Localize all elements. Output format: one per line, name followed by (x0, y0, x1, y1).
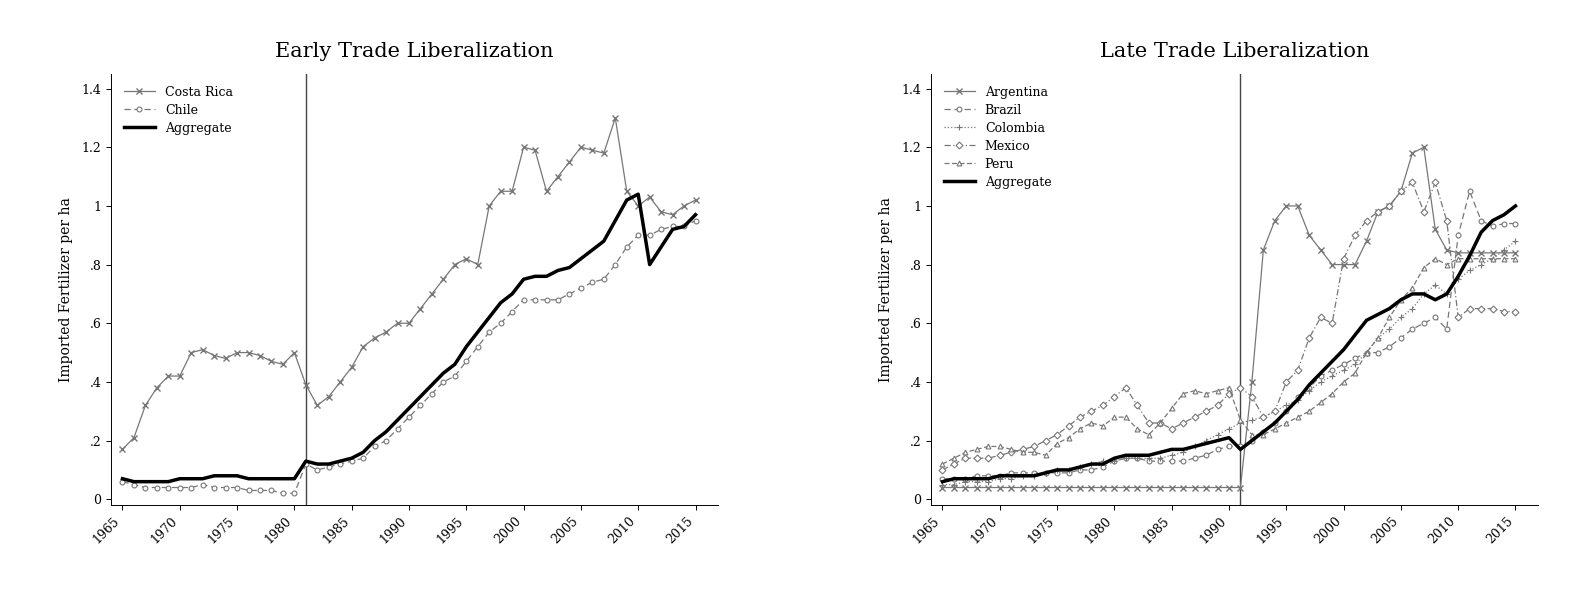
Mexico (933, 466, 952, 474)
Costa Rica (606, 114, 625, 121)
Argentina (933, 484, 952, 491)
Y-axis label: Imported Fertilizer per ha: Imported Fertilizer per ha (879, 197, 893, 382)
Chile (308, 466, 327, 474)
Title: Late Trade Liberalization: Late Trade Liberalization (1101, 43, 1369, 61)
Argentina (1415, 144, 1434, 151)
Costa Rica (674, 202, 693, 209)
Colombia (1312, 378, 1331, 386)
Costa Rica (492, 187, 511, 195)
Colombia (1117, 455, 1136, 462)
Costa Rica (687, 197, 706, 204)
Brazil (1105, 458, 1124, 465)
Aggregate (687, 211, 706, 219)
Argentina (1507, 249, 1526, 256)
Chile (273, 490, 292, 497)
Brazil (1461, 187, 1480, 195)
Peru (1105, 413, 1124, 421)
Chile (687, 217, 706, 224)
Colombia (1105, 458, 1124, 465)
Costa Rica (297, 381, 316, 389)
Costa Rica (113, 446, 132, 453)
Line: Argentina: Argentina (939, 144, 1519, 491)
Aggregate (1059, 466, 1078, 474)
Aggregate (1494, 211, 1513, 219)
Aggregate (1312, 370, 1331, 377)
Aggregate (538, 273, 557, 280)
Line: Aggregate: Aggregate (122, 194, 696, 482)
Peru (1494, 255, 1513, 262)
Line: Aggregate: Aggregate (942, 206, 1516, 482)
Brazil (1059, 469, 1078, 477)
Line: Mexico: Mexico (940, 180, 1518, 472)
Colombia (1494, 246, 1513, 254)
Line: Colombia: Colombia (939, 238, 1519, 488)
Brazil (1345, 355, 1364, 362)
Argentina (1059, 484, 1078, 491)
Colombia (933, 481, 952, 488)
Argentina (1312, 246, 1331, 254)
Costa Rica (239, 349, 259, 356)
Line: Costa Rica: Costa Rica (119, 115, 698, 453)
Aggregate (1507, 202, 1526, 209)
Aggregate (251, 475, 270, 482)
Title: Early Trade Liberalization: Early Trade Liberalization (276, 43, 554, 61)
Mexico (1494, 308, 1513, 315)
Brazil (933, 475, 952, 482)
Brazil (1117, 455, 1136, 462)
Chile (239, 487, 259, 494)
Colombia (1345, 360, 1364, 368)
Chile (113, 478, 132, 485)
Y-axis label: Imported Fertilizer per ha: Imported Fertilizer per ha (59, 197, 73, 382)
Argentina (1117, 484, 1136, 491)
Aggregate (1345, 331, 1364, 339)
Legend: Argentina, Brazil, Colombia, Mexico, Peru, Aggregate: Argentina, Brazil, Colombia, Mexico, Per… (937, 80, 1058, 196)
Colombia (1507, 237, 1526, 245)
Brazil (1494, 220, 1513, 227)
Mexico (1059, 422, 1078, 429)
Peru (1426, 255, 1445, 262)
Aggregate (124, 478, 143, 485)
Line: Brazil: Brazil (940, 189, 1518, 481)
Brazil (1507, 220, 1526, 227)
Aggregate (1105, 455, 1124, 462)
Brazil (1312, 372, 1331, 379)
Colombia (1059, 466, 1078, 474)
Aggregate (628, 190, 647, 198)
Chile (297, 460, 316, 468)
Argentina (1494, 249, 1513, 256)
Peru (1059, 434, 1078, 441)
Peru (1507, 255, 1526, 262)
Peru (1312, 399, 1331, 406)
Mexico (1404, 179, 1423, 186)
Mexico (1105, 393, 1124, 400)
Argentina (1105, 484, 1124, 491)
Aggregate (503, 290, 522, 298)
Costa Rica (285, 349, 305, 356)
Costa Rica (525, 147, 544, 154)
Mexico (1507, 308, 1526, 315)
Peru (1345, 370, 1364, 377)
Chile (503, 308, 522, 315)
Aggregate (674, 223, 693, 230)
Aggregate (1117, 452, 1136, 459)
Peru (1117, 413, 1136, 421)
Aggregate (933, 478, 952, 485)
Line: Peru: Peru (940, 256, 1518, 466)
Aggregate (308, 460, 327, 468)
Chile (538, 296, 557, 304)
Mexico (1312, 314, 1331, 321)
Argentina (1345, 261, 1364, 269)
Chile (674, 223, 693, 230)
Peru (933, 460, 952, 468)
Aggregate (113, 475, 132, 482)
Legend: Costa Rica, Chile, Aggregate: Costa Rica, Chile, Aggregate (117, 80, 239, 142)
Line: Chile: Chile (121, 218, 698, 496)
Mexico (1117, 384, 1136, 392)
Aggregate (297, 458, 316, 465)
Mexico (1345, 232, 1364, 239)
